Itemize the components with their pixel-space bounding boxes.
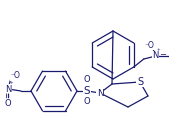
Text: N: N [153,52,159,61]
Text: ⁺: ⁺ [157,49,161,55]
Text: =: = [159,52,166,61]
Text: O: O [5,98,11,107]
Text: ⁻O: ⁻O [10,72,20,81]
Text: S: S [137,77,143,87]
Text: ⁺: ⁺ [9,82,13,88]
Text: O: O [84,75,90,84]
Text: S: S [84,86,90,96]
Text: O: O [84,98,90,106]
Text: =: = [4,92,13,98]
Text: N: N [97,89,103,98]
Text: ⁻O: ⁻O [145,41,155,50]
Text: N: N [5,84,11,94]
